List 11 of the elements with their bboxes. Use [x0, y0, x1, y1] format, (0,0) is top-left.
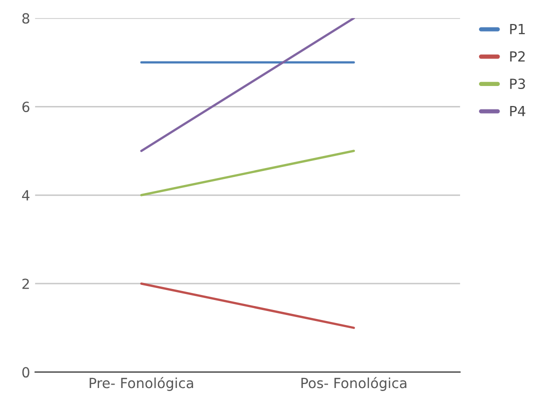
y-tick-label: 0 — [22, 367, 30, 378]
y-tick-label: 4 — [22, 190, 30, 200]
x-tick-label: Pos- Fonológica — [301, 376, 406, 391]
legend-label: P4 — [510, 106, 526, 116]
y-tick-label: 2 — [22, 278, 29, 289]
x-tick-label: Pre- Fonológica — [90, 376, 194, 391]
y-tick-label: 6 — [22, 102, 30, 112]
legend-label: P2 — [510, 51, 525, 62]
legend-label: P1 — [510, 24, 525, 34]
legend-label: P3 — [510, 78, 525, 90]
y-tick-label: 8 — [22, 13, 30, 24]
